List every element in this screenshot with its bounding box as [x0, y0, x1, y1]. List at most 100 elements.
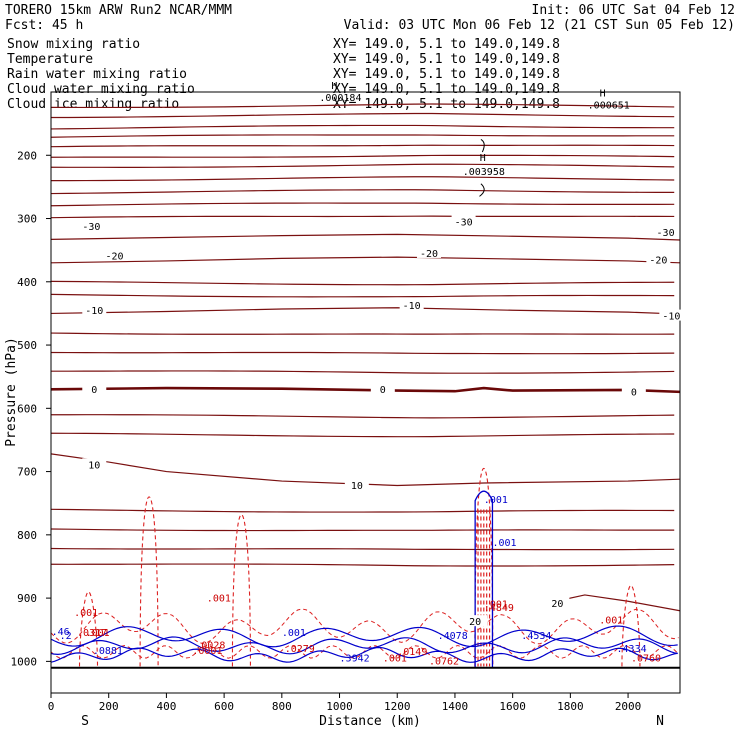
snow-max-label: .003958 [463, 167, 505, 178]
contour-label-bg [659, 309, 684, 321]
init-time: Init: 06 UTC Sat 04 Feb 12 [532, 3, 736, 18]
y-tick-label: 300 [17, 213, 37, 226]
x-tick-label: 0 [48, 700, 55, 713]
temperature-isotherm [51, 332, 675, 335]
rain-water-contour [621, 584, 641, 667]
x-tick-label: 200 [99, 700, 119, 713]
temperature-contour [51, 256, 680, 264]
temperature-contour-label: 10 [88, 460, 100, 471]
temperature-contour [51, 307, 680, 315]
y-tick-label: 800 [17, 529, 37, 542]
cloud-water-max-label: .46 [52, 627, 70, 638]
temperature-isotherm [51, 189, 675, 195]
plot-area: 0 200 400 600 800 1000 1200 1400 1600 1800 2000 20… [11, 81, 684, 713]
y-axis-label: Pressure (hPa) [4, 337, 19, 447]
temperature-contour-label: 20 [551, 599, 563, 610]
rain-max-label: .0317 [77, 628, 107, 639]
cloud-water-max-label: .2 [60, 631, 72, 642]
contour-label-bg [621, 385, 646, 397]
rain-max-label: .001 [207, 593, 231, 604]
field-legend: Snow mixing ratio XY= 149.0, 5.1 to 149.0… [7, 37, 560, 112]
x-tick-label: 600 [214, 700, 234, 713]
y-tick-label: 700 [17, 466, 37, 479]
snow-high-marker: H [480, 153, 486, 164]
temperature-isotherm [51, 103, 675, 109]
x-end-label-north: N [656, 714, 664, 729]
contour-label-bg [451, 215, 476, 227]
temperature-contour-label: 0 [91, 385, 97, 396]
rain-max-label: .001 [484, 600, 508, 611]
cloud-water-contour [51, 625, 678, 648]
snow-contour [479, 139, 485, 197]
rain-max-label: .0028 [195, 641, 225, 652]
temperature-contour-label: -30 [455, 217, 473, 228]
cloud-water-max-label: .4078 [438, 631, 468, 642]
temperature-contour-label: -20 [649, 255, 667, 266]
cloud-water-contour [51, 646, 678, 663]
temperature-isotherm [51, 432, 675, 438]
cloud-water-max-label: .3942 [340, 653, 370, 664]
rain-water-contour [474, 467, 494, 667]
field-section: XY= 149.0, 5.1 to 149.0,149.8 [333, 52, 560, 67]
temperature-contour-label: -10 [85, 306, 103, 317]
y-tick-label: 900 [17, 592, 37, 605]
temperature-isotherm [51, 370, 675, 374]
temperature-contour [555, 594, 680, 612]
temperature-isotherm [51, 563, 675, 567]
temperature-contour-label: -20 [105, 251, 123, 262]
field-name: Cloud ice mixing ratio [7, 97, 179, 112]
temperature-isotherm [51, 547, 675, 551]
temperature-isotherm [51, 176, 675, 182]
field-name: Rain water mixing ratio [7, 67, 187, 82]
rain-max-label: .0279 [285, 644, 315, 655]
x-tick-label: 2000 [615, 700, 642, 713]
rain-max-label: .0149 [397, 647, 427, 658]
cloud-ice-high-marker: H [600, 89, 606, 100]
temperature-contour-label: -20 [420, 249, 438, 260]
cloud-water-max-label: .0881 [93, 646, 123, 657]
temperature-isotherm [51, 134, 675, 138]
temperature-isotherm [51, 293, 675, 298]
cloud-ice-max-label: .000184 [319, 93, 361, 104]
y-tick-label: 200 [17, 149, 37, 162]
field-section: XY= 149.0, 5.1 to 149.0,149.8 [333, 37, 560, 52]
temperature-contour [51, 233, 680, 241]
x-tick-label: 1200 [384, 700, 411, 713]
x-axis-label: Distance (km) [319, 714, 421, 729]
temperature-contour-label: -30 [657, 228, 675, 239]
cloud-water-core [474, 490, 494, 668]
y-tick-label: 600 [17, 402, 37, 415]
x-tick-label: 1600 [499, 700, 526, 713]
rain-water-contour [78, 591, 99, 667]
contour-label-bg [646, 253, 671, 265]
cloud-water-max-label: .4534 [521, 631, 551, 642]
rain-max-label: .001 [599, 615, 623, 626]
temperature-isotherm [51, 215, 675, 219]
contour-label-bg [416, 246, 441, 258]
rain-max-label: .0762 [429, 657, 459, 668]
temperature-contour-label: 10 [351, 481, 363, 492]
rain-water-contour [51, 608, 679, 645]
x-end-label-south: S [81, 714, 89, 729]
cloud-water-max-label: .4334 [617, 644, 647, 655]
rain-water-contour [139, 496, 159, 667]
temperature-isotherm [51, 112, 675, 119]
rain-max-label: .001 [74, 608, 98, 619]
cloud-water-max-label: .001 [484, 495, 508, 506]
contour-label-bg [82, 458, 107, 470]
field-name: Snow mixing ratio [7, 37, 140, 52]
rain-water-contour [51, 645, 679, 659]
x-tick-label: 400 [156, 700, 176, 713]
temperature-isotherm [51, 154, 675, 158]
temperature-contour-label: -10 [403, 301, 421, 312]
temperature-contour-label: -30 [82, 222, 100, 233]
field-name: Temperature [7, 52, 93, 67]
rain-max-label: .001 [383, 653, 407, 664]
field-section: XY= 149.0, 5.1 to 149.0,149.8 [333, 82, 560, 97]
forecast-hour: Fcst: 45 h [5, 18, 83, 33]
temperature-isotherm [51, 528, 675, 532]
contour-label-bg [79, 219, 104, 231]
field-section: XY= 149.0, 5.1 to 149.0,149.8 [333, 67, 560, 82]
cloud-ice-max-label: .000651 [588, 101, 630, 112]
